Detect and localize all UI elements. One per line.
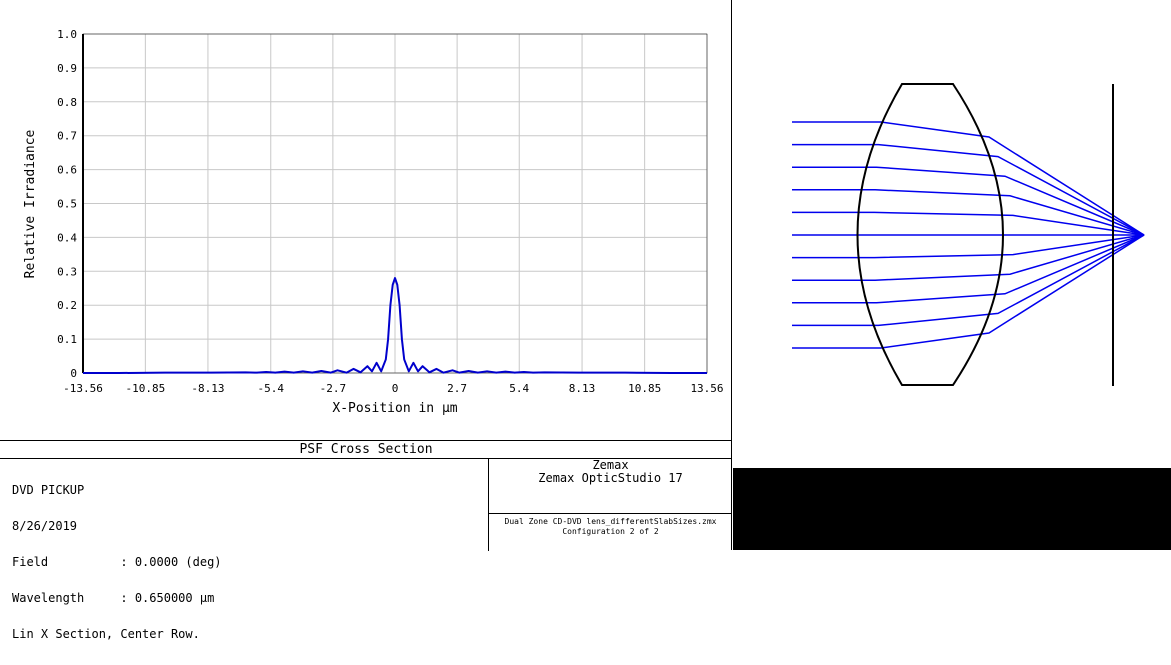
x-tick-label: -10.85	[125, 382, 165, 395]
x-tick-label: 8.13	[569, 382, 596, 395]
ray-path	[792, 121, 1145, 236]
empty-black-area	[733, 468, 1171, 550]
y-tick-label: 0.9	[57, 62, 77, 75]
y-tick-label: 0.8	[57, 96, 77, 109]
info-box: PSF Cross Section DVD PICKUP 8/26/2019 F…	[0, 440, 732, 640]
x-tick-label: 0	[392, 382, 399, 395]
y-tick-label: 0.2	[57, 299, 77, 312]
x-tick-label: 2.7	[447, 382, 467, 395]
x-tick-label: -5.4	[258, 382, 285, 395]
y-tick-label: 1.0	[57, 28, 77, 41]
ray-path	[792, 234, 1145, 327]
lens-layout-panel	[733, 0, 1171, 468]
file-info: Dual Zone CD-DVD lens_differentSlabSizes…	[489, 513, 732, 551]
info-line-system: DVD PICKUP	[12, 483, 85, 497]
x-tick-label: -2.7	[320, 382, 347, 395]
chart-grid	[82, 33, 708, 374]
y-tick-label: 0.3	[57, 265, 77, 278]
info-software-block: Zemax Zemax OpticStudio 17 Dual Zone CD-…	[488, 459, 732, 551]
info-details: DVD PICKUP 8/26/2019 Field : 0.0000 (deg…	[12, 460, 482, 664]
ray-path	[792, 234, 1145, 259]
info-line-date: 8/26/2019	[12, 519, 78, 533]
info-title: PSF Cross Section	[0, 441, 732, 459]
ray-path	[792, 211, 1145, 236]
ray-fan	[792, 121, 1145, 349]
chart-tick-labels: -13.56 -10.85 -8.13 -5.4 -2.7 0 2.7 5.4 8.13 10.8…	[57, 28, 723, 395]
x-tick-label: 10.85	[628, 382, 661, 395]
psf-series-line	[83, 277, 707, 374]
info-line-section: Lin X Section, Center Row.	[12, 627, 200, 641]
company-name: Zemax	[592, 458, 629, 472]
y-tick-label: 0.4	[57, 231, 77, 244]
y-tick-label: 0.1	[57, 333, 77, 346]
file-name: Dual Zone CD-DVD lens_differentSlabSizes…	[504, 517, 717, 526]
psf-plot-panel: -13.56 -10.85 -8.13 -5.4 -2.7 0 2.7 5.4 8.13 10.8…	[0, 0, 732, 640]
x-tick-label: -8.13	[191, 382, 224, 395]
info-line-field: Field : 0.0000 (deg)	[12, 555, 222, 569]
y-tick-label: 0.6	[57, 164, 77, 177]
y-tick-label: 0	[70, 367, 77, 380]
x-tick-label: 5.4	[509, 382, 529, 395]
ray-path	[792, 234, 1145, 304]
x-tick-label: 13.56	[690, 382, 723, 395]
lens-layout-diagram	[792, 83, 1145, 386]
y-tick-label: 0.5	[57, 198, 77, 211]
psf-chart: -13.56 -10.85 -8.13 -5.4 -2.7 0 2.7 5.4 8.13 10.8…	[23, 28, 724, 416]
ray-path	[792, 166, 1145, 236]
info-line-wavelength: Wavelength : 0.650000 µm	[12, 591, 215, 605]
ray-path	[792, 234, 1145, 349]
ray-path	[792, 189, 1145, 236]
lens-outline	[856, 83, 1004, 386]
ray-path	[792, 234, 1145, 281]
configuration-label: Configuration 2 of 2	[562, 527, 659, 536]
product-name: Zemax OpticStudio 17	[538, 471, 683, 485]
chart-series	[83, 277, 707, 374]
x-tick-label: -13.56	[63, 382, 103, 395]
y-axis-label: Relative Irradiance	[23, 129, 38, 278]
ray-path	[792, 143, 1145, 236]
x-axis-label: X-Position in µm	[332, 401, 457, 416]
y-tick-label: 0.7	[57, 130, 77, 143]
